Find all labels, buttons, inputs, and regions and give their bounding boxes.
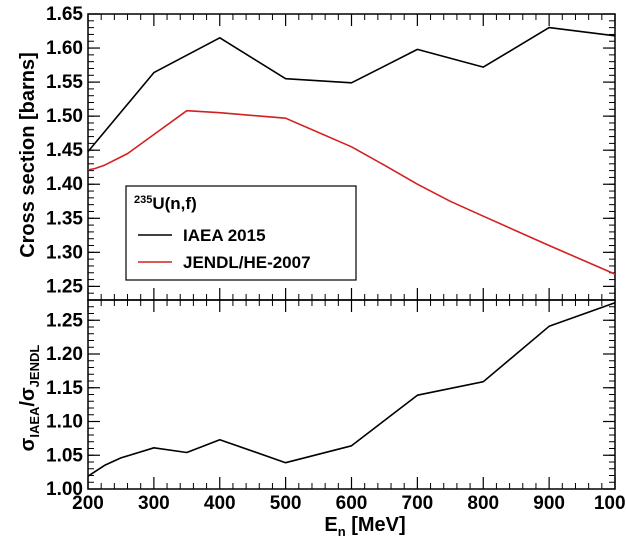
x-tick-label: 500	[270, 493, 302, 514]
xlabel-unit: [MeV]	[346, 514, 406, 536]
x-tick-label: 200	[72, 493, 104, 514]
top-y-tick-label: 1.60	[46, 38, 83, 59]
ylabel-sub-jendl: JENDL	[27, 345, 42, 388]
bottom-y-tick-label: 1.10	[46, 412, 83, 433]
bottom-y-tick-label: 1.00	[46, 479, 83, 500]
bottom-y-tick-label: 1.25	[46, 310, 83, 331]
ylabel-sub-iaea: IAEA	[27, 406, 42, 438]
x-tick-label: 900	[533, 493, 565, 514]
top-series-line-iaea-2015	[87, 26, 616, 153]
bottom-x-ticks: 200 300 400 500 600 700 800 900 1000	[72, 300, 626, 514]
top-y-tick-label: 1.40	[46, 174, 83, 195]
bottom-y-tick-label: 1.05	[46, 445, 83, 466]
bottom-plot-frame	[87, 299, 616, 490]
legend-title-main: U(n,f)	[152, 194, 196, 213]
bottom-series	[87, 301, 616, 477]
top-y-tick-label: 1.55	[46, 72, 83, 93]
legend-title: 235U(n,f)	[134, 194, 197, 213]
top-y-tick-label: 1.45	[46, 140, 83, 161]
top-y-tick-label: 1.50	[46, 106, 83, 127]
x-tick-label: 600	[336, 493, 368, 514]
top-y-tick-label: 1.25	[46, 276, 83, 297]
x-tick-label: 700	[402, 493, 434, 514]
ylabel-sigma-iaea: σ	[17, 437, 39, 451]
top-panel: 1.25 1.30 1.35 1.40 1.45 1.50 1.55 1.60 1.65 235…	[46, 4, 616, 301]
bottom-y-tick-label: 1.20	[46, 344, 83, 365]
x-tick-label: 800	[467, 493, 499, 514]
x-tick-label: 1000	[594, 493, 626, 514]
xlabel-main: E	[324, 514, 337, 536]
legend-label-iaea: IAEA 2015	[183, 226, 266, 245]
bottom-series-line-ratio-0	[87, 301, 616, 477]
ylabel-sigma-jendl: σ	[17, 387, 39, 401]
top-x-ticks	[87, 14, 616, 300]
bottom-panel: 1.00 1.05 1.10 1.15 1.20 1.25 200 300 400 500 600…	[46, 299, 626, 514]
top-y-tick-label: 1.65	[46, 4, 83, 25]
top-y-ticks: 1.25 1.30 1.35 1.40 1.45 1.50 1.55 1.60 1.65	[46, 4, 615, 301]
top-y-tick-label: 1.35	[46, 208, 83, 229]
legend-title-sup: 235	[134, 194, 152, 206]
bottom-y-ticks: 1.00 1.05 1.10 1.15 1.20 1.25	[46, 306, 615, 500]
legend-box	[125, 185, 357, 281]
x-tick-label: 400	[204, 493, 236, 514]
legend: 235U(n,f) IAEA 2015 JENDL/HE-2007	[125, 185, 357, 281]
legend-label-jendl: JENDL/HE-2007	[183, 253, 311, 272]
top-y-tick-label: 1.30	[46, 242, 83, 263]
top-series	[87, 26, 616, 275]
ylabel-slash: /	[17, 401, 39, 407]
x-axis-label: En [MeV]	[324, 514, 405, 539]
bottom-y-axis-label: σIAEA/σJENDL	[17, 345, 42, 452]
xlabel-sub: n	[338, 524, 346, 539]
x-tick-label: 300	[138, 493, 170, 514]
top-y-axis-label: Cross section [barns]	[17, 52, 39, 258]
bottom-y-tick-label: 1.15	[46, 378, 83, 399]
top-series-line-jendl-he-2007	[87, 109, 616, 275]
